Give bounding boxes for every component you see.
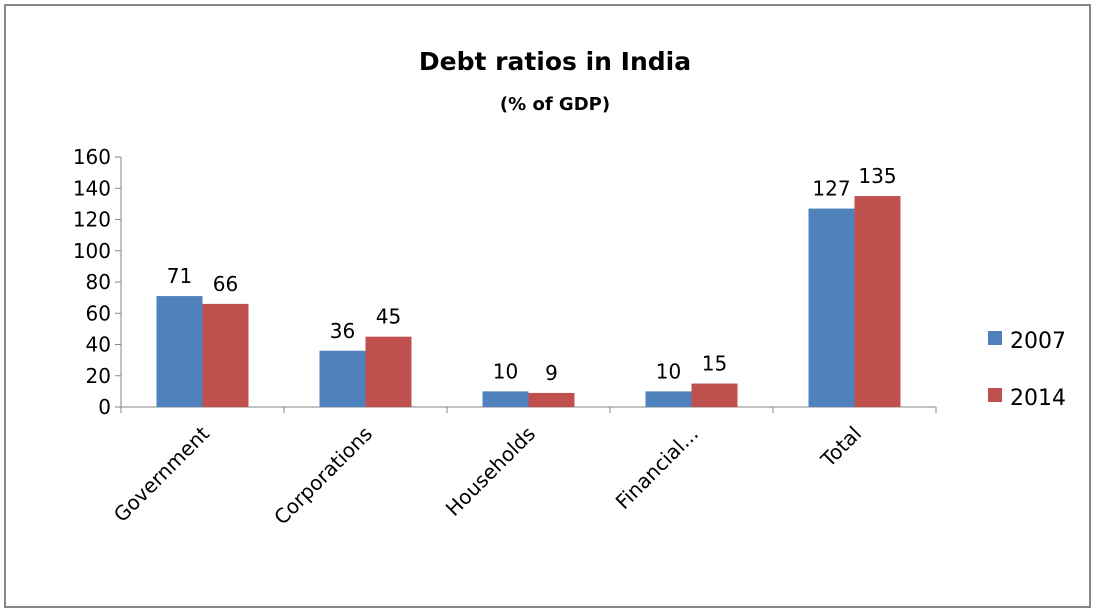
x-category-label: Financial... — [611, 422, 703, 514]
legend-label: 2007 — [1010, 329, 1066, 354]
x-category-label: Total — [815, 422, 866, 473]
data-label: 9 — [545, 361, 558, 385]
data-label: 45 — [376, 305, 401, 329]
data-label: 36 — [330, 319, 355, 343]
legend-swatch — [988, 388, 1002, 402]
plot-area: 0 20 40 60 80 100 120 140 160 71 66 Government 36 45 C… — [73, 145, 937, 530]
data-label: 10 — [656, 359, 681, 383]
y-tick-label: 40 — [86, 333, 111, 357]
x-category-label: Government — [109, 421, 214, 526]
bar-2014-5 — [854, 196, 901, 407]
chart-subtitle: (% of GDP) — [500, 94, 610, 115]
legend-swatch — [988, 331, 1002, 345]
bar-2007-5 — [808, 208, 855, 407]
bar-2014-1 — [202, 303, 249, 407]
y-tick-label: 100 — [73, 239, 111, 263]
bar-2007-1 — [156, 296, 203, 407]
bar-2007-3 — [482, 391, 529, 407]
y-tick-label: 60 — [86, 301, 111, 325]
y-tick-label: 0 — [98, 395, 111, 419]
data-label: 10 — [493, 359, 518, 383]
chart-title: Debt ratios in India — [419, 47, 691, 76]
bar-2014-4 — [691, 383, 738, 407]
y-tick-label: 20 — [86, 364, 111, 388]
data-label: 135 — [858, 164, 896, 188]
y-tick-label: 120 — [73, 208, 111, 232]
legend-label: 2014 — [1010, 386, 1066, 411]
legend: 2007 2014 — [988, 329, 1066, 411]
data-label: 66 — [213, 272, 238, 296]
bar-2014-3 — [528, 392, 575, 407]
y-tick-label: 140 — [73, 176, 111, 200]
data-label: 127 — [812, 177, 850, 201]
x-category-label: Households — [441, 422, 540, 521]
x-category-label: Corporations — [269, 422, 377, 530]
bar-2007-4 — [645, 391, 692, 407]
bar-2014-2 — [365, 336, 412, 407]
data-label: 15 — [702, 352, 727, 376]
y-tick-label: 80 — [86, 270, 111, 294]
data-label: 71 — [167, 264, 192, 288]
y-tick-label: 160 — [73, 145, 111, 169]
bar-2007-2 — [319, 350, 366, 407]
